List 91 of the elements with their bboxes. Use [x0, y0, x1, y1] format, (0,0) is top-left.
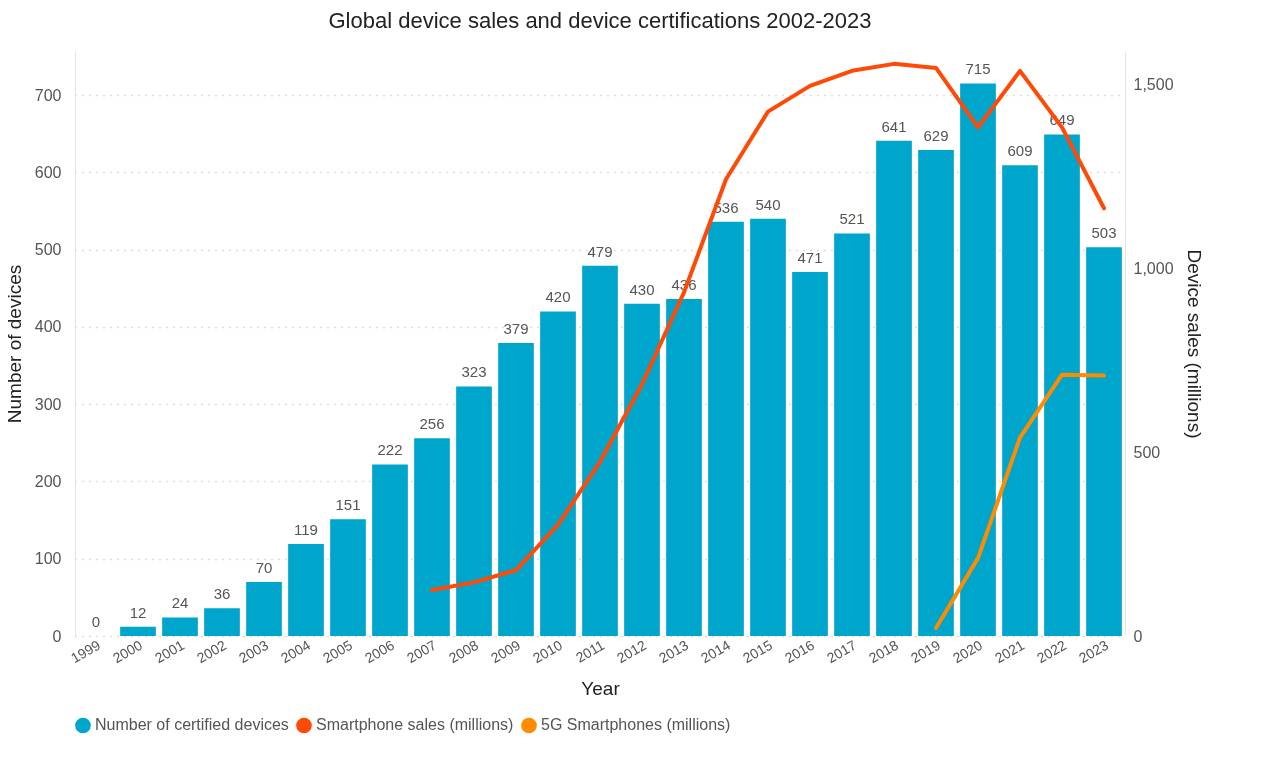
y-tick-label: 100 — [34, 550, 62, 568]
x-tick-label: 2017 — [824, 636, 860, 667]
bar — [666, 299, 702, 636]
bar — [414, 438, 450, 636]
data-label: 471 — [797, 249, 823, 267]
bar — [372, 464, 408, 636]
bar — [162, 617, 198, 636]
y-tick-label: 300 — [34, 395, 62, 413]
data-label: 36 — [213, 585, 231, 603]
data-label: 430 — [629, 280, 655, 298]
y-tick-label: 0 — [52, 627, 62, 645]
bar — [456, 386, 492, 636]
x-tick-label: 2023 — [1076, 636, 1112, 667]
data-label: 479 — [587, 242, 613, 260]
data-label: 629 — [923, 126, 949, 144]
data-label: 222 — [377, 441, 403, 459]
y-tick-label: 400 — [34, 318, 62, 336]
data-label: 503 — [1091, 224, 1117, 242]
data-label: 323 — [461, 363, 487, 381]
x-tick-label: 2020 — [950, 636, 986, 667]
bar — [582, 265, 618, 636]
x-tick-label: 2021 — [992, 636, 1028, 667]
x-tick-label: 2003 — [236, 636, 272, 667]
data-label: 0 — [91, 613, 101, 630]
x-tick-label: 2013 — [656, 636, 692, 667]
x-tick-label: 2010 — [530, 636, 566, 667]
x-tick-label: 2016 — [782, 636, 818, 667]
x-tick-label: 2022 — [1034, 636, 1070, 667]
bar — [288, 544, 324, 636]
bar — [918, 149, 954, 636]
chart-title: Global device sales and device certifications 2002-2023 — [328, 8, 872, 33]
x-tick-label: 2002 — [194, 636, 230, 667]
data-label: 420 — [545, 288, 571, 306]
data-label: 119 — [294, 521, 318, 539]
y-tick-label: 700 — [34, 86, 62, 104]
x-tick-label: 2007 — [404, 636, 440, 667]
x-tick-label: 2018 — [866, 636, 902, 667]
data-label: 540 — [755, 195, 781, 213]
bar — [540, 311, 576, 636]
bar — [204, 608, 240, 636]
bar — [498, 343, 534, 636]
data-label: 379 — [503, 320, 529, 338]
x-tick-label: 1999 — [68, 636, 104, 667]
y-tick-label: 200 — [34, 472, 62, 490]
y-tick-label: 600 — [34, 163, 62, 181]
x-tick-label: 2008 — [446, 636, 482, 667]
legend-label: Smartphone sales (millions) — [316, 716, 514, 734]
bar — [624, 303, 660, 636]
y2-tick-label: 0 — [1133, 627, 1143, 645]
bar — [834, 233, 870, 636]
bar — [792, 272, 828, 636]
x-tick-label: 2001 — [152, 636, 188, 667]
x-tick-label: 2000 — [110, 636, 146, 667]
x-axis-title: Year — [581, 678, 621, 700]
data-label: 12 — [129, 603, 147, 621]
bar — [750, 218, 786, 636]
bar — [960, 83, 996, 636]
bar — [1086, 247, 1122, 636]
y-axis-title: Number of devices — [3, 264, 25, 424]
data-label: 609 — [1007, 142, 1033, 160]
y2-tick-label: 1,500 — [1133, 76, 1174, 94]
y2-tick-label: 1,000 — [1133, 260, 1174, 278]
y2-tick-label: 500 — [1133, 443, 1161, 461]
x-tick-label: 2019 — [908, 636, 944, 667]
data-label: 70 — [255, 558, 273, 576]
x-tick-label: 2005 — [320, 636, 356, 667]
data-label: 24 — [171, 594, 189, 612]
x-tick-label: 2004 — [278, 636, 314, 667]
data-label: 715 — [965, 60, 991, 78]
bar — [708, 221, 744, 636]
bar — [330, 519, 366, 636]
y2-axis-title: Device sales (millions) — [1183, 249, 1205, 439]
data-label: 521 — [839, 210, 865, 228]
data-label: 151 — [335, 496, 361, 514]
x-tick-label: 2014 — [698, 636, 734, 667]
x-tick-label: 2011 — [572, 636, 608, 666]
x-tick-label: 2015 — [740, 636, 776, 667]
y-tick-label: 500 — [34, 241, 62, 259]
bar — [1002, 165, 1038, 636]
x-tick-label: 2006 — [362, 636, 398, 667]
data-label: 641 — [881, 117, 907, 135]
bar — [246, 581, 282, 636]
data-label: 256 — [419, 415, 445, 433]
bar — [876, 140, 912, 636]
legend-label: 5G Smartphones (millions) — [541, 716, 731, 734]
x-tick-label: 2012 — [614, 636, 650, 667]
bar — [120, 626, 156, 636]
x-tick-label: 2009 — [488, 636, 524, 667]
line-series — [934, 372, 1106, 630]
legend-label: Number of certified devices — [95, 716, 289, 734]
bar — [1044, 134, 1080, 636]
